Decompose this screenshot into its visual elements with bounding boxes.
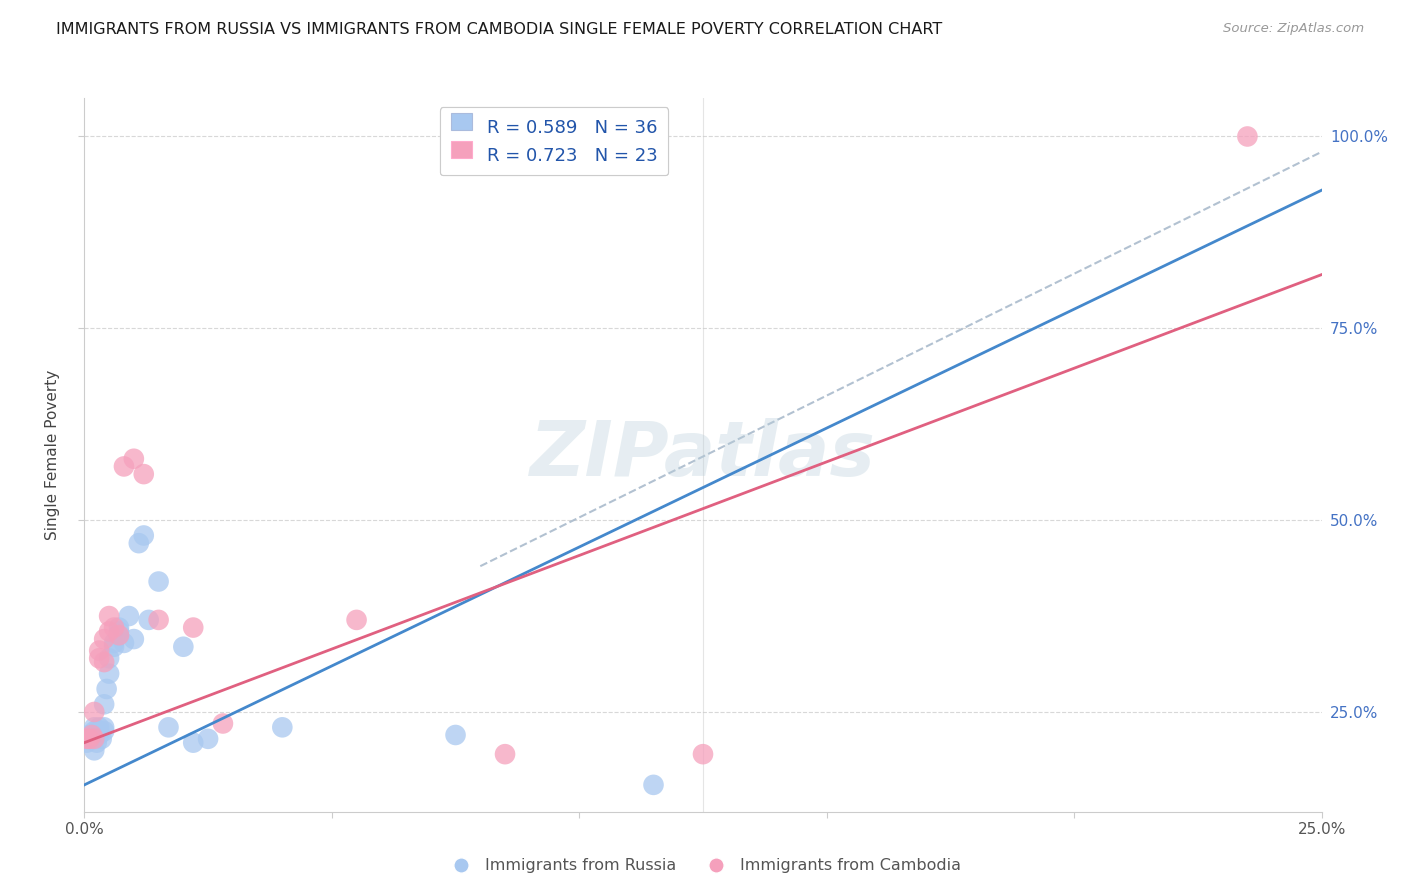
Point: [643, 778, 665, 792]
Point: [80, 728, 103, 742]
Point: [98, 666, 121, 681]
Point: [444, 728, 467, 742]
Point: [103, 636, 125, 650]
Point: [79, 731, 101, 746]
Point: [197, 731, 219, 746]
Point: [108, 628, 131, 642]
Point: [83, 743, 105, 757]
Point: [79, 728, 101, 742]
Point: [98, 651, 121, 665]
Point: [181, 621, 204, 635]
Text: ZIPatlas: ZIPatlas: [530, 418, 876, 491]
Point: [93, 632, 115, 646]
Point: [103, 640, 125, 654]
Point: [112, 636, 135, 650]
Point: [93, 655, 115, 669]
Point: [346, 613, 368, 627]
Point: [271, 720, 294, 734]
Point: [1236, 129, 1258, 144]
Point: [138, 613, 160, 627]
Point: [108, 624, 131, 639]
Point: [181, 736, 204, 750]
Point: [89, 728, 111, 742]
Point: [83, 705, 105, 719]
Point: [83, 731, 105, 746]
Y-axis label: Single Female Poverty: Single Female Poverty: [45, 370, 60, 540]
Point: [76, 736, 98, 750]
Point: [132, 528, 155, 542]
Text: IMMIGRANTS FROM RUSSIA VS IMMIGRANTS FROM CAMBODIA SINGLE FEMALE POVERTY CORRELA: IMMIGRANTS FROM RUSSIA VS IMMIGRANTS FRO…: [56, 22, 942, 37]
Point: [128, 536, 150, 550]
Point: [79, 731, 101, 746]
Point: [89, 643, 111, 657]
Point: [122, 632, 145, 646]
Point: [89, 724, 111, 739]
Point: [172, 640, 194, 654]
Point: [108, 621, 131, 635]
Point: [98, 609, 121, 624]
Point: [103, 621, 125, 635]
Point: [98, 624, 121, 639]
Point: [494, 747, 516, 761]
Point: [692, 747, 714, 761]
Point: [83, 724, 105, 739]
Point: [90, 731, 112, 746]
Point: [89, 651, 111, 665]
Point: [80, 731, 103, 746]
Point: [86, 736, 108, 750]
Point: [93, 698, 115, 712]
Point: [93, 724, 115, 739]
Text: Source: ZipAtlas.com: Source: ZipAtlas.com: [1223, 22, 1364, 36]
Point: [93, 720, 115, 734]
Point: [122, 451, 145, 466]
Legend: Immigrants from Russia, Immigrants from Cambodia: Immigrants from Russia, Immigrants from …: [439, 852, 967, 880]
Point: [112, 459, 135, 474]
Point: [76, 731, 98, 746]
Point: [157, 720, 180, 734]
Point: [148, 613, 170, 627]
Point: [89, 720, 111, 734]
Point: [212, 716, 235, 731]
Legend: R = 0.589   N = 36, R = 0.723   N = 23: R = 0.589 N = 36, R = 0.723 N = 23: [440, 107, 668, 176]
Point: [83, 720, 105, 734]
Point: [118, 609, 141, 624]
Point: [96, 681, 118, 696]
Point: [132, 467, 155, 482]
Point: [148, 574, 170, 589]
